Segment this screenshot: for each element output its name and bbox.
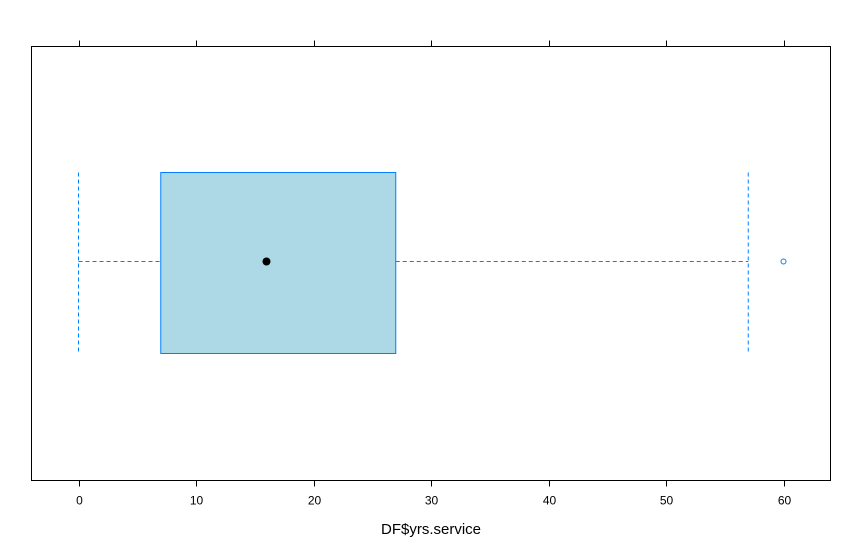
plot-panel [31,46,831,481]
x-tick-label: 50 [660,494,674,508]
x-tick-label: 30 [425,494,439,508]
x-tick-labels: 0 10 20 30 40 50 60 [76,494,791,508]
box-plot-marks [78,172,787,354]
iqr-box [160,172,397,354]
median-dot [262,257,271,266]
x-tick-label: 10 [190,494,204,508]
x-axis-title: DF$yrs.service [381,521,481,538]
x-tick-label: 60 [778,494,792,508]
outlier-point [780,258,787,265]
x-tick-label: 0 [76,494,83,508]
x-tick-label: 20 [308,494,322,508]
x-tick-label: 40 [543,494,557,508]
x-axis-bottom [79,480,785,487]
x-axis-top [79,40,785,47]
